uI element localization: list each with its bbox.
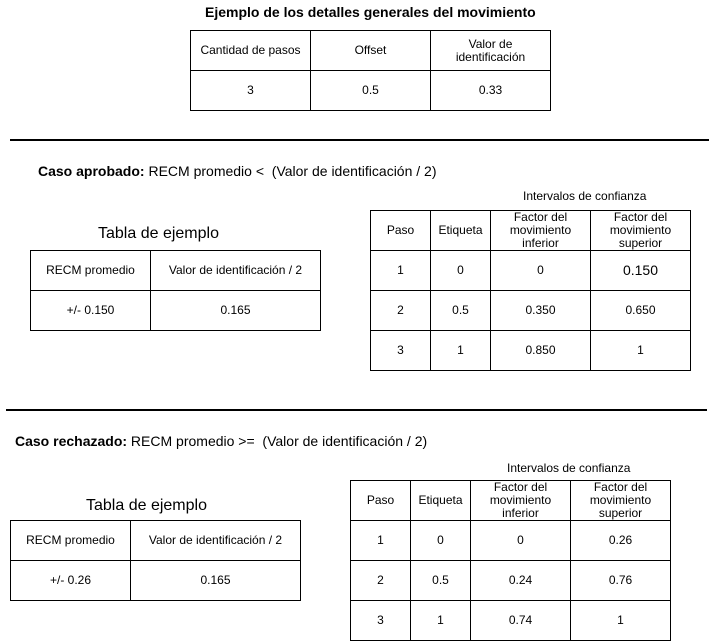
header-cell: Valor de identificación bbox=[430, 30, 551, 71]
value-cell: 0 bbox=[410, 520, 471, 561]
value-cell: 3 bbox=[370, 330, 431, 371]
value-cell: 0.5 bbox=[410, 560, 471, 601]
value-cell: 0.74 bbox=[470, 600, 571, 641]
value-cell: +/- 0.150 bbox=[30, 290, 151, 331]
approved-case-bold: Caso aprobado: bbox=[38, 163, 145, 179]
rejected-case-bold: Caso rechazado: bbox=[15, 433, 128, 449]
approved-intervals-caption: Intervalos de confianza bbox=[523, 189, 647, 203]
header-cell: Offset bbox=[310, 30, 431, 71]
value-cell: 3 bbox=[190, 70, 311, 111]
rejected-example-table: RECM promedio Valor de identificación / … bbox=[10, 520, 301, 601]
value-cell: 0.165 bbox=[150, 290, 321, 331]
value-cell: 2 bbox=[350, 560, 411, 601]
value-cell: 1 bbox=[570, 600, 671, 641]
header-cell: Valor de identificación / 2 bbox=[150, 250, 321, 291]
header-cell: Etiqueta bbox=[430, 210, 491, 251]
header-cell: Valor de identificación / 2 bbox=[130, 520, 301, 561]
table-row: 3 1 0.850 1 bbox=[370, 330, 691, 371]
value-cell: 1 bbox=[370, 250, 431, 291]
value-cell: 0.850 bbox=[490, 330, 591, 371]
value-cell: 0.24 bbox=[470, 560, 571, 601]
value-cell: 2 bbox=[370, 290, 431, 331]
value-cell: 0.5 bbox=[310, 70, 431, 111]
value-cell: 0 bbox=[470, 520, 571, 561]
value-cell: 1 bbox=[410, 600, 471, 641]
header-cell: Paso bbox=[370, 210, 431, 251]
rejected-intervals-caption: Intervalos de confianza bbox=[507, 461, 631, 475]
value-cell: 0 bbox=[490, 250, 591, 291]
value-cell: 1 bbox=[350, 520, 411, 561]
value-cell: +/- 0.26 bbox=[10, 560, 131, 601]
value-cell: 0.26 bbox=[570, 520, 671, 561]
value-cell: 0.165 bbox=[130, 560, 301, 601]
table-row: 1 0 0 0.150 bbox=[370, 250, 691, 291]
general-details-table: Cantidad de pasos Offset Valor de identi… bbox=[190, 30, 551, 111]
table-row: 2 0.5 0.24 0.76 bbox=[350, 560, 671, 601]
header-cell: Cantidad de pasos bbox=[190, 30, 311, 71]
value-cell: 0.650 bbox=[590, 290, 691, 331]
rejected-intervals-table: Paso Etiqueta Factor del movimiento infe… bbox=[350, 480, 671, 641]
value-cell: 0.76 bbox=[570, 560, 671, 601]
table-row: 3 1 0.74 1 bbox=[350, 600, 671, 641]
value-cell: 0.33 bbox=[430, 70, 551, 111]
header-cell: Factor del movimiento inferior bbox=[470, 480, 571, 521]
section-divider bbox=[6, 409, 707, 411]
approved-intervals-table: Paso Etiqueta Factor del movimiento infe… bbox=[370, 210, 691, 371]
header-cell: Paso bbox=[350, 480, 411, 521]
header-cell: RECM promedio bbox=[30, 250, 151, 291]
value-cell: 0 bbox=[430, 250, 491, 291]
value-cell: 1 bbox=[590, 330, 691, 371]
value-cell: 3 bbox=[350, 600, 411, 641]
value-cell: 0.150 bbox=[590, 250, 691, 291]
approved-example-table: RECM promedio Valor de identificación / … bbox=[30, 250, 321, 331]
rejected-case-condition: RECM promedio >= (Valor de identificació… bbox=[127, 433, 428, 449]
value-cell: 1 bbox=[430, 330, 491, 371]
header-cell: Etiqueta bbox=[410, 480, 471, 521]
header-cell: Factor del movimiento superior bbox=[570, 480, 671, 521]
approved-example-caption: Tabla de ejemplo bbox=[98, 225, 219, 242]
approved-case-label: Caso aprobado: RECM promedio < (Valor de… bbox=[38, 163, 437, 179]
general-title: Ejemplo de los detalles generales del mo… bbox=[205, 4, 536, 20]
value-cell: 0.5 bbox=[430, 290, 491, 331]
table-row: 1 0 0 0.26 bbox=[350, 520, 671, 561]
section-divider bbox=[10, 139, 709, 141]
header-cell: Factor del movimiento inferior bbox=[490, 210, 591, 251]
value-cell: 0.350 bbox=[490, 290, 591, 331]
table-row: 2 0.5 0.350 0.650 bbox=[370, 290, 691, 331]
rejected-case-label: Caso rechazado: RECM promedio >= (Valor … bbox=[15, 433, 427, 449]
header-cell: RECM promedio bbox=[10, 520, 131, 561]
approved-case-condition: RECM promedio < (Valor de identificación… bbox=[144, 163, 437, 179]
header-cell: Factor del movimiento superior bbox=[590, 210, 691, 251]
rejected-example-caption: Tabla de ejemplo bbox=[86, 497, 207, 514]
